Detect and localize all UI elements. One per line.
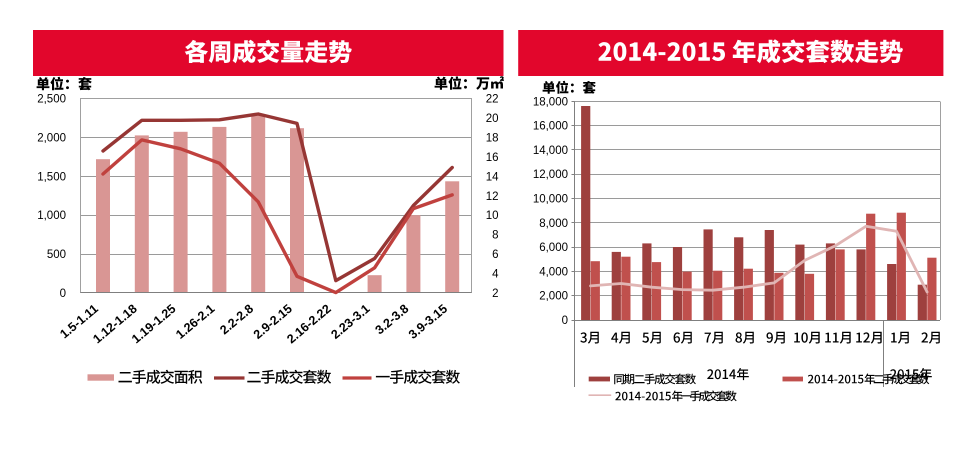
svg-text:18: 18 bbox=[486, 132, 499, 144]
svg-text:16: 16 bbox=[486, 152, 499, 164]
svg-text:8,000: 8,000 bbox=[539, 218, 568, 230]
svg-text:4,000: 4,000 bbox=[539, 266, 568, 278]
svg-text:1.26-2.1: 1.26-2.1 bbox=[173, 302, 217, 342]
svg-text:14,000: 14,000 bbox=[533, 145, 568, 157]
svg-text:14: 14 bbox=[486, 171, 499, 183]
svg-text:0: 0 bbox=[562, 315, 568, 327]
svg-text:10,000: 10,000 bbox=[533, 194, 568, 206]
svg-text:0: 0 bbox=[60, 288, 66, 300]
svg-text:12: 12 bbox=[486, 191, 499, 203]
svg-text:3.9-3.15: 3.9-3.15 bbox=[406, 302, 450, 342]
svg-text:10: 10 bbox=[486, 210, 499, 222]
svg-text:6,000: 6,000 bbox=[539, 242, 568, 254]
svg-text:18,000: 18,000 bbox=[533, 96, 568, 108]
svg-text:500: 500 bbox=[47, 249, 66, 261]
svg-text:8: 8 bbox=[492, 230, 498, 242]
svg-text:2,500: 2,500 bbox=[37, 94, 66, 106]
svg-text:20: 20 bbox=[486, 113, 499, 125]
svg-text:4: 4 bbox=[492, 269, 499, 281]
svg-text:1,000: 1,000 bbox=[37, 210, 66, 222]
svg-text:2,000: 2,000 bbox=[37, 132, 66, 144]
svg-text:22: 22 bbox=[486, 94, 499, 106]
svg-text:1,500: 1,500 bbox=[37, 171, 66, 183]
svg-text:6: 6 bbox=[492, 249, 498, 261]
svg-text:2.23-3.1: 2.23-3.1 bbox=[328, 302, 372, 342]
svg-text:1.19-1.25: 1.19-1.25 bbox=[129, 302, 178, 347]
svg-text:2: 2 bbox=[492, 288, 498, 300]
svg-text:16,000: 16,000 bbox=[533, 121, 568, 133]
svg-text:2.16-2.22: 2.16-2.22 bbox=[284, 302, 333, 347]
svg-text:12,000: 12,000 bbox=[533, 169, 568, 181]
svg-text:2,000: 2,000 bbox=[539, 291, 568, 303]
